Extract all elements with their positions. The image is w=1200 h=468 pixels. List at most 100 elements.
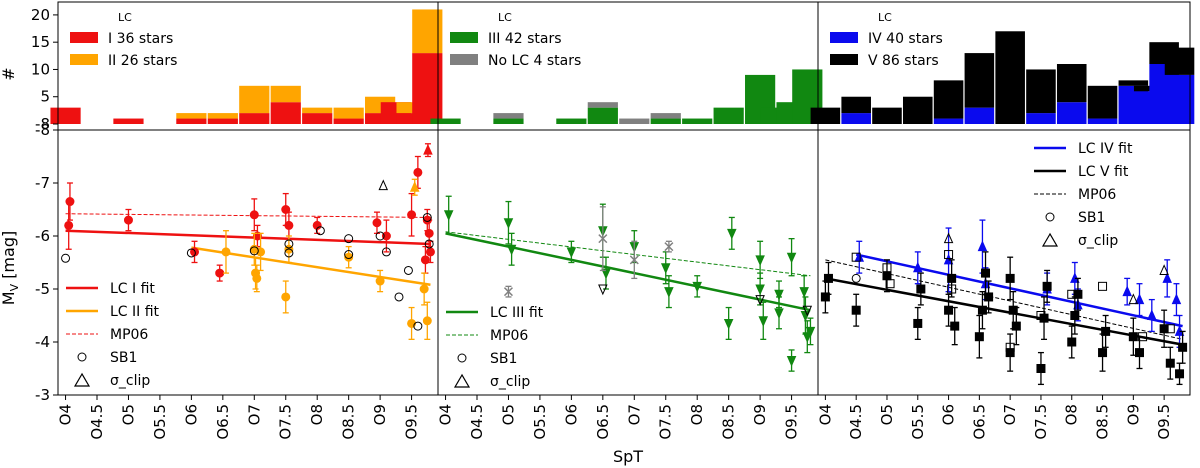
xtick-label: O4 [57, 404, 75, 425]
xtick-label: O8 [308, 404, 326, 425]
data-point [252, 273, 262, 283]
open-marker [802, 305, 813, 317]
xtick-label: O6 [562, 404, 580, 425]
panel-2: LC III 42 stars No LC 4 stars [430, 11, 823, 372]
data-point [1122, 285, 1132, 297]
open-marker [284, 239, 294, 249]
data-point [660, 263, 671, 275]
xtick-label: O7 [625, 404, 643, 425]
xtick-label: O5.5 [531, 404, 549, 440]
data-point [805, 326, 816, 338]
data-point [944, 305, 954, 315]
data-point [425, 247, 435, 257]
data-point [601, 268, 611, 280]
open-marker [186, 248, 196, 258]
data-point [249, 210, 259, 220]
data-point [1011, 321, 1021, 331]
data-point [1134, 293, 1145, 305]
open-marker [424, 239, 434, 249]
histogram-bar [587, 102, 618, 108]
fit-legend-label: σ_clip [1078, 233, 1118, 249]
bottom-ylabel: MV [mag] [0, 231, 21, 305]
fit-legend-3: LC IV fit LC V fit MP06 SB1 σ_clip [1034, 141, 1133, 249]
open-marker [344, 234, 354, 244]
histogram-bar [995, 31, 1025, 124]
open-marker [882, 263, 892, 273]
open-marker [851, 252, 861, 262]
fit-legend-label: LC III fit [490, 305, 544, 321]
bottom-ylabel-main: M [0, 291, 18, 305]
bottom-ylabel-unit: [mag] [0, 231, 18, 284]
top-ytick-label: 10 [31, 60, 50, 78]
data-point [984, 292, 994, 302]
histogram-bar [587, 107, 618, 124]
fit-legend-label: SB1 [110, 350, 137, 366]
open-marker [1138, 332, 1148, 342]
panel-3: LC IV 40 stars V 86 stars [810, 11, 1195, 386]
data-point [1073, 289, 1083, 299]
panel-1: LC I 36 stars II 26 stars [50, 9, 443, 341]
open-marker [1036, 311, 1046, 320]
data-point [1128, 332, 1138, 342]
data-point [123, 215, 133, 225]
data-point [758, 316, 769, 328]
histogram-bar [176, 118, 207, 124]
data-point [372, 218, 382, 228]
open-marker [1067, 289, 1077, 299]
xtick-label: O6.5 [594, 404, 612, 440]
xtick-label: O6 [182, 404, 200, 425]
xtick-label: O6 [940, 404, 958, 425]
xtick-label: O9 [371, 404, 389, 425]
fit-legend-circle [1045, 212, 1055, 222]
data-point [1159, 324, 1169, 334]
histogram-bar [365, 113, 396, 124]
data-point [424, 228, 434, 238]
data-point [981, 268, 991, 278]
histogram-bar [176, 113, 207, 119]
xtick-label: O8.5 [1094, 404, 1112, 440]
histogram-bar [1026, 69, 1056, 114]
histogram-bar [1056, 64, 1087, 103]
data-point [799, 287, 809, 298]
data-point [1042, 281, 1052, 291]
data-point [1008, 305, 1018, 315]
data-point [221, 247, 231, 257]
xtick-label: O7 [245, 404, 263, 425]
x-ticks: O4 O4.5 O5 O5.5 O6 O6.5 O7 O7.5 O8 O8.5 O9 O9.5 O4 O4… [57, 395, 1173, 440]
data-point [820, 292, 830, 302]
fit-line [191, 246, 431, 286]
fit-legend-label: SB1 [1078, 210, 1105, 226]
histogram-bar [207, 118, 238, 124]
histogram-bar [1133, 85, 1164, 92]
data-point [786, 356, 797, 367]
xtick-label: O6.5 [214, 404, 232, 440]
fit-line [445, 231, 811, 277]
histogram-bar [412, 9, 443, 54]
hist-legend-swatch [70, 54, 98, 65]
open-marker [851, 273, 861, 283]
data-point [413, 167, 423, 177]
xtick-label: O8.5 [720, 404, 738, 440]
open-marker [344, 250, 354, 260]
data-point [1070, 311, 1080, 320]
histogram-bar [650, 118, 681, 124]
data-point [882, 271, 892, 281]
data-point [1036, 364, 1046, 373]
fit-legend-1: LC I fit LC II fit MP06 SB1 σ_clip [66, 281, 160, 389]
xtick-label: O9 [1124, 404, 1142, 425]
histogram-bar [964, 107, 995, 124]
hist-legend-swatch [830, 32, 858, 43]
xtick-label: O9 [751, 404, 769, 425]
histogram-bar [841, 113, 871, 124]
data-point [947, 273, 957, 283]
fit-legend-triangle [1041, 232, 1059, 247]
open-marker [249, 246, 259, 256]
open-marker [413, 321, 423, 331]
fit-legend-label: σ_clip [490, 374, 530, 390]
data-point [64, 220, 74, 230]
histogram-bar [412, 53, 443, 124]
data-point [1175, 369, 1185, 379]
histogram-bar [933, 118, 964, 124]
open-marker [284, 248, 294, 258]
